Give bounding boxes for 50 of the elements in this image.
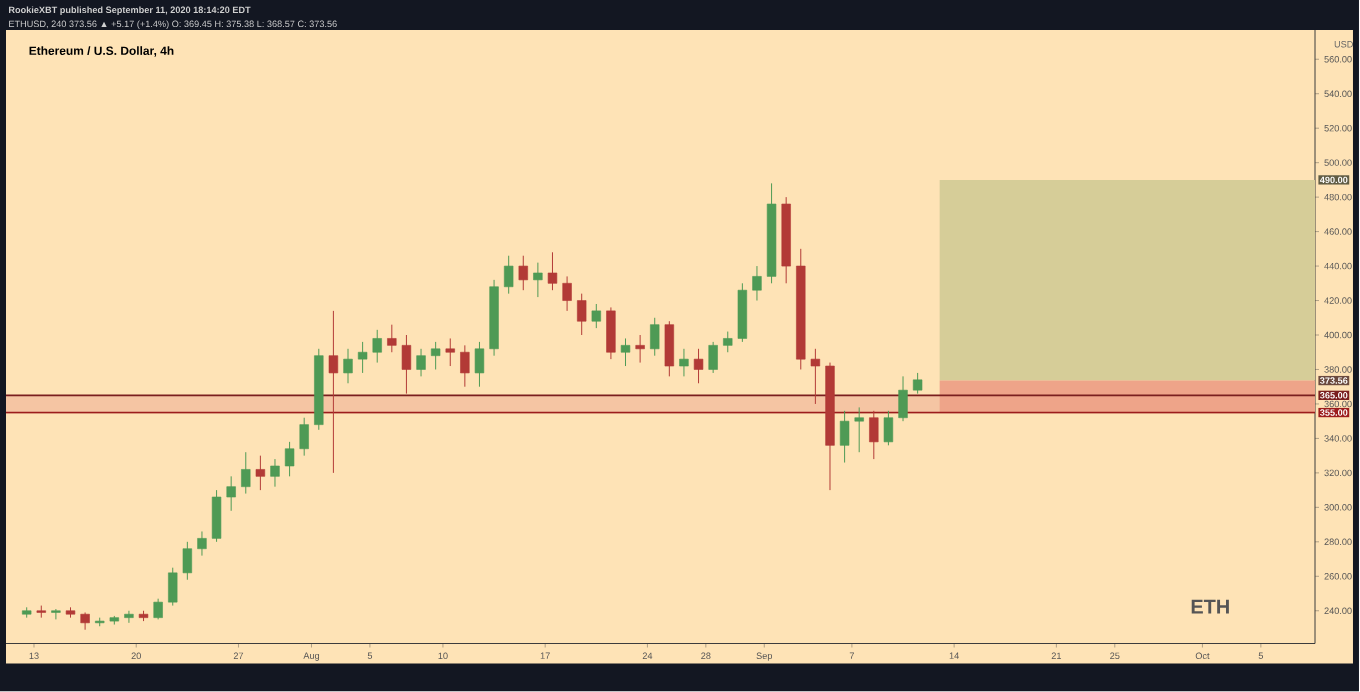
candlestick: [343, 348, 353, 385]
candlestick: [328, 310, 339, 474]
candlestick: [503, 255, 514, 295]
candlestick: [562, 276, 572, 312]
candlestick: [168, 567, 178, 607]
candlestick: [898, 376, 908, 422]
candlestick: [854, 407, 864, 453]
candlestick: [401, 334, 412, 395]
candlestick: [372, 329, 382, 364]
candlestick: [241, 451, 251, 495]
candlestick: [270, 458, 280, 488]
candlestick: [211, 489, 222, 543]
candlestick: [284, 441, 295, 478]
candlestick: [869, 410, 879, 460]
candlestick: [883, 410, 894, 447]
candlestick: [518, 255, 528, 291]
candlestick: [591, 303, 601, 329]
candlestick: [357, 341, 368, 374]
candlestick: [693, 348, 704, 385]
candlestick: [445, 338, 455, 367]
annotation: ETH: [1191, 600, 1229, 614]
candlestick: [474, 341, 485, 388]
candlestick: [182, 541, 193, 581]
candlestick: [577, 293, 587, 336]
candlestick: [547, 252, 558, 291]
candlestick: [430, 341, 441, 371]
candlestick: [708, 341, 718, 374]
candlestick: [299, 417, 309, 457]
candlestick: [839, 410, 850, 464]
candlestick: [226, 476, 236, 512]
candlestick: [255, 455, 266, 491]
candlestick: [723, 331, 733, 353]
candlestick: [197, 531, 207, 557]
candlestick: [635, 334, 645, 364]
candlestick: [124, 610, 134, 624]
candlestick: [51, 608, 61, 621]
candlestick: [810, 348, 821, 405]
candlestick: [153, 598, 163, 621]
candlestick: [679, 348, 689, 378]
candlestick: [460, 345, 470, 388]
candlestick: [387, 324, 397, 353]
candlestick: [416, 348, 426, 378]
candlestick: [650, 317, 660, 357]
candlestick: [606, 307, 616, 360]
candlestick: [664, 320, 675, 378]
candlestick: [752, 265, 762, 302]
candlestick: [620, 338, 631, 367]
candlestick: [533, 262, 543, 298]
candlestick: [80, 612, 90, 631]
candlestick: [912, 372, 923, 395]
